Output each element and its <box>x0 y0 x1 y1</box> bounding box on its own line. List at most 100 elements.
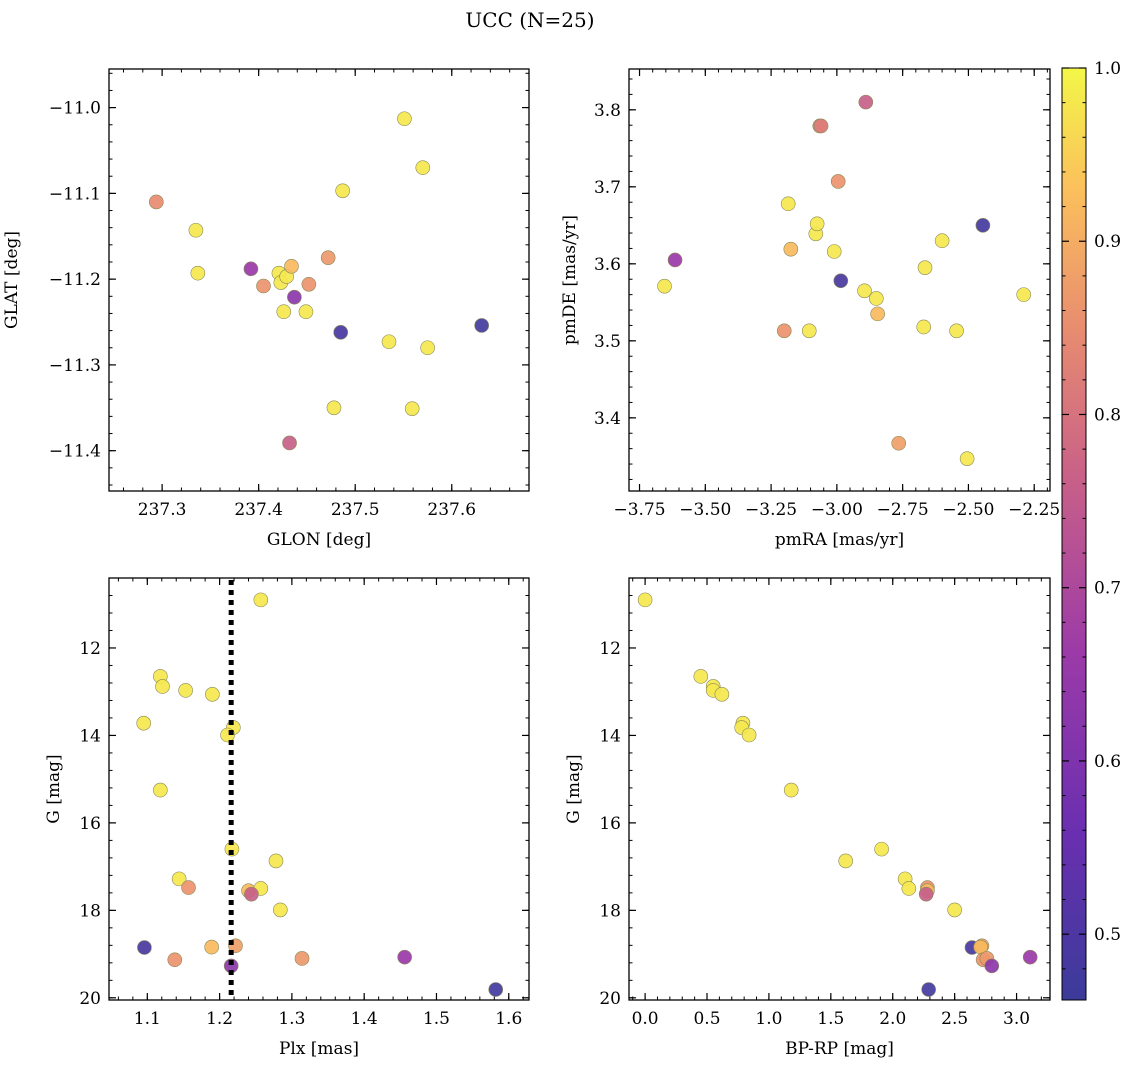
scatter-point <box>488 982 504 997</box>
scatter-point <box>714 687 730 702</box>
x-axis-label: BP-RP [mag] <box>785 1039 894 1059</box>
axes-frame <box>108 577 530 1001</box>
scatter-point <box>381 334 397 350</box>
scatter-point <box>415 160 431 175</box>
scatter-point <box>809 216 825 232</box>
scatter-point <box>320 250 336 265</box>
scatter-point <box>326 400 342 416</box>
y-tick-label: 3.5 <box>594 332 621 352</box>
scatter-point <box>149 194 164 210</box>
x-tick-label: 1.0 <box>755 1009 782 1029</box>
y-tick-label: −11.0 <box>49 99 101 119</box>
scatter-point <box>741 727 757 743</box>
x-tick-label: 0.0 <box>632 1009 659 1029</box>
colorbar-tick-label: 1.0 <box>1094 59 1121 79</box>
y-tick-label: 20 <box>79 989 101 1009</box>
scatter-point <box>667 252 683 268</box>
x-tick-label: 0.5 <box>693 1009 720 1029</box>
x-tick-label: −3.00 <box>811 500 863 520</box>
scatter-point <box>181 880 196 895</box>
y-tick-label: 16 <box>599 814 621 834</box>
scatter-point <box>838 853 853 869</box>
x-tick-label: −3.25 <box>745 500 797 520</box>
scatter-point <box>921 982 936 997</box>
scatter-point <box>858 94 874 110</box>
scatter-point <box>1022 949 1038 965</box>
scatter-point <box>155 679 170 694</box>
y-tick-label: 3.8 <box>594 101 621 121</box>
axes-frame <box>108 68 530 492</box>
y-tick-label: 16 <box>79 814 101 834</box>
scatter-point <box>287 289 302 305</box>
scatter-point <box>420 340 435 356</box>
scatter-point <box>188 222 204 238</box>
scatter-point <box>397 111 412 127</box>
axes-frame <box>628 577 1051 1001</box>
scatter-point <box>918 886 934 902</box>
x-axis-label: pmRA [mas/yr] <box>775 530 904 550</box>
scatter-point <box>857 283 872 299</box>
scatter-point <box>167 952 183 968</box>
scatter-point <box>284 258 299 274</box>
scatter-point <box>934 233 950 249</box>
y-tick-label: 14 <box>599 726 621 746</box>
scatter-point <box>273 902 288 918</box>
scatter-point <box>282 435 297 451</box>
x-axis-label: Plx [mas] <box>279 1039 359 1059</box>
colorbar: 0.5 0.6 0.7 0.8 0.9 1.0 <box>1061 59 1121 1001</box>
y-tick-label: −11.4 <box>49 442 101 462</box>
colorbar-tick-label: 0.8 <box>1094 405 1121 425</box>
y-tick-label: 14 <box>79 726 101 746</box>
colorbar-tick-label: 0.9 <box>1094 232 1121 252</box>
x-tick-label: 237.6 <box>427 500 476 520</box>
scatter-point <box>959 451 975 466</box>
scatter-point <box>657 278 672 294</box>
scatter-point <box>404 401 420 416</box>
x-tick-label: 237.3 <box>138 500 187 520</box>
scatter-point <box>301 276 317 292</box>
figure-title: UCC (N=25) <box>465 8 594 32</box>
y-axis-label: GLAT [deg] <box>2 231 22 329</box>
scatter-point <box>874 841 889 857</box>
scatter-point <box>204 939 219 955</box>
scatter-point <box>917 260 933 275</box>
x-axis-label: GLON [deg] <box>267 530 371 550</box>
scatter-point <box>776 323 792 339</box>
panel-pmra-pmde: −3.75 −3.50 −3.25 −3.00 −2.75 −2.50 −2.25 3.4 3.… <box>560 68 1060 550</box>
scatter-point <box>975 218 991 233</box>
colorbar-tick-label: 0.5 <box>1094 925 1121 945</box>
x-tick-label: −3.50 <box>679 500 731 520</box>
scatter-point <box>268 853 284 869</box>
scatter-point <box>178 683 193 698</box>
y-tick-label: −11.3 <box>49 356 101 376</box>
scatter-point <box>949 323 964 339</box>
y-tick-label: −11.2 <box>49 270 101 290</box>
x-tick-label: −2.25 <box>1008 500 1060 520</box>
x-tick-label: 237.5 <box>331 500 380 520</box>
scatter-point <box>171 871 187 887</box>
x-tick-label: −2.75 <box>877 500 929 520</box>
y-tick-label: 12 <box>599 639 621 659</box>
x-tick-label: 1.5 <box>817 1009 844 1029</box>
scatter-point <box>870 306 885 322</box>
y-tick-label: 18 <box>79 901 101 921</box>
scatter-point <box>947 902 962 918</box>
scatter-point <box>830 174 846 189</box>
scatter-point <box>901 881 917 896</box>
x-tick-label: 3.0 <box>1003 1009 1030 1029</box>
scatter-point <box>869 291 884 306</box>
x-tick-label: 1.2 <box>206 1009 233 1029</box>
scatter-point <box>637 592 653 608</box>
scatter-point <box>153 782 168 798</box>
scatter-point <box>335 183 350 199</box>
scatter-point <box>474 318 489 333</box>
scatter-point <box>813 118 829 134</box>
colorbar-tick-label: 0.6 <box>1094 752 1121 772</box>
x-tick-label: 237.4 <box>234 500 283 520</box>
scatter-point <box>801 323 817 339</box>
scatter-point <box>205 687 220 702</box>
scatter-point <box>693 669 709 684</box>
y-tick-label: 20 <box>599 989 621 1009</box>
scatter-point <box>826 244 842 259</box>
axes-frame <box>628 68 1051 492</box>
